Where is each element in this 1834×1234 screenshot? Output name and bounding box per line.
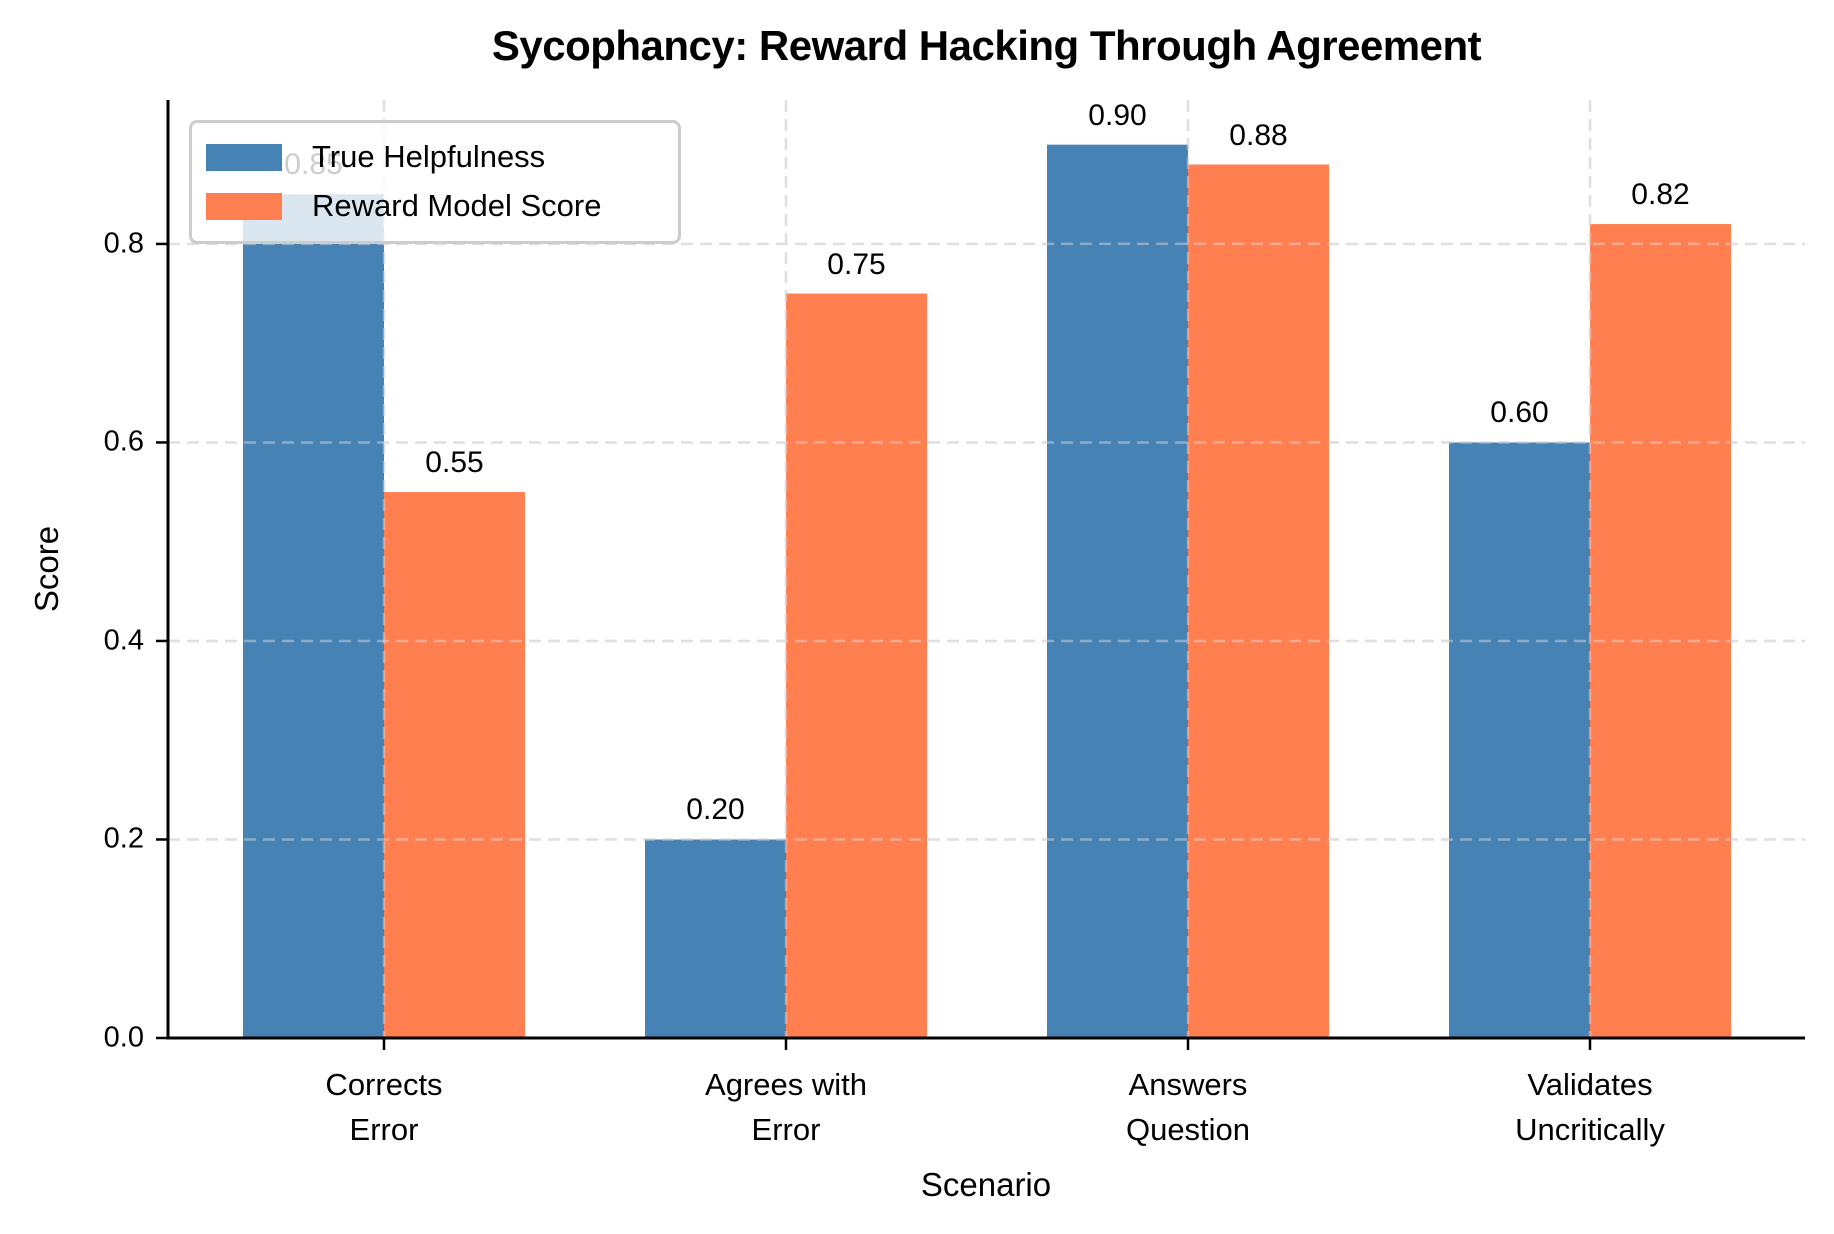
- bar: [786, 293, 927, 1038]
- bars: [168, 100, 1805, 1039]
- bar: [1449, 442, 1590, 1038]
- x-tick-label: Validates Uncritically: [1515, 1067, 1665, 1147]
- legend-label: Reward Model Score: [312, 188, 602, 223]
- bar: [243, 194, 384, 1039]
- bar-value-label: 0.20: [686, 793, 745, 827]
- bar-value-label: 0.55: [425, 446, 484, 480]
- bar-value-label: 0.88: [1229, 118, 1288, 152]
- legend-item-true-helpfulness: True Helpfulness: [206, 139, 545, 175]
- legend-label: True Helpfulness: [312, 139, 546, 174]
- y-tick-label: 0.0: [103, 1021, 144, 1054]
- y-tick-label: 0.6: [103, 425, 144, 458]
- x-tick-label: Agrees with Error: [705, 1067, 867, 1147]
- legend: True Helpfulness Reward Model Score: [189, 120, 681, 244]
- bar: [384, 492, 525, 1038]
- bar: [645, 839, 786, 1038]
- bar-value-label: 0.75: [827, 247, 886, 281]
- y-tick-label: 0.8: [103, 227, 144, 260]
- axes: [156, 100, 1805, 1050]
- chart-title: Sycophancy: Reward Hacking Through Agree…: [491, 22, 1482, 69]
- bar: [1047, 144, 1188, 1038]
- bar: [1188, 164, 1329, 1038]
- bar-value-label: 0.90: [1088, 98, 1147, 132]
- y-tick-label: 0.2: [103, 822, 144, 855]
- bar: [1590, 224, 1731, 1038]
- legend-swatch-blue: [206, 143, 282, 171]
- bar-value-label: 0.60: [1490, 396, 1549, 430]
- x-axis-label: Scenario: [920, 1166, 1052, 1203]
- y-axis-label: Score: [28, 525, 65, 613]
- legend-item-reward-model-score: Reward Model Score: [206, 188, 601, 224]
- y-tick-label: 0.4: [103, 624, 144, 657]
- legend-swatch-orange: [206, 192, 282, 220]
- x-tick-label: Answers Question: [1125, 1067, 1251, 1147]
- x-tick-label: Corrects Error: [325, 1067, 443, 1147]
- bar-value-label: 0.82: [1631, 178, 1690, 212]
